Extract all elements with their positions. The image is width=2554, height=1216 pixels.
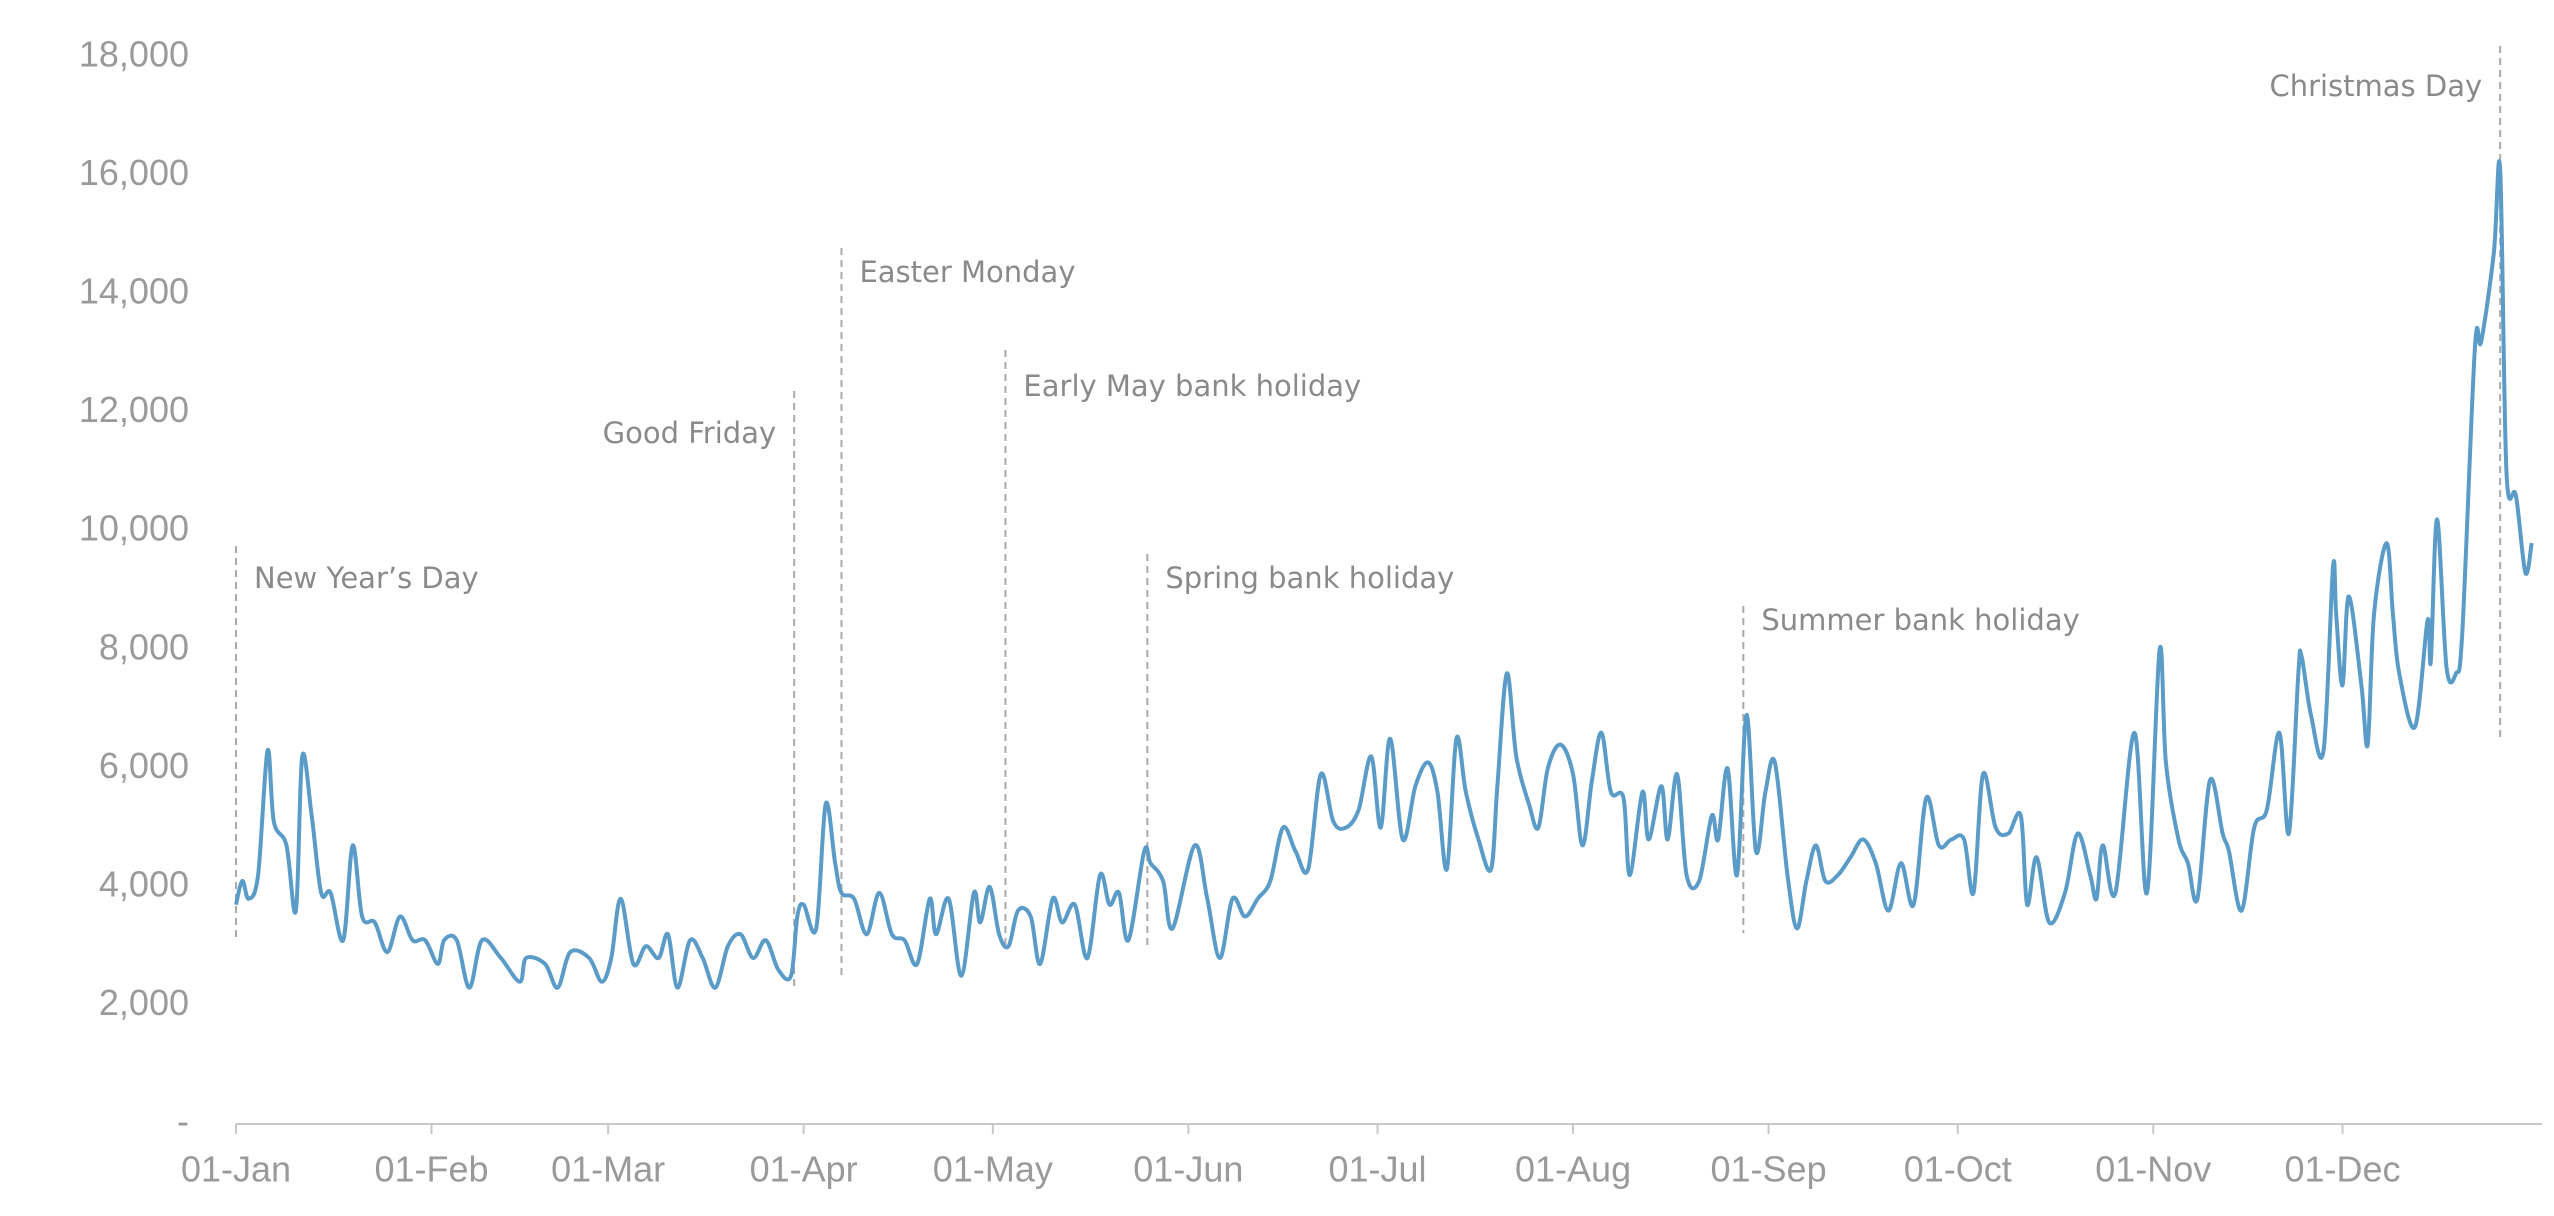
x-tick-label: 01-Dec xyxy=(2284,1149,2400,1190)
x-tick-label: 01-Jun xyxy=(1133,1149,1243,1190)
y-tick-label: 18,000 xyxy=(79,34,189,75)
y-tick-label: 16,000 xyxy=(79,152,189,193)
annotation-label: New Year’s Day xyxy=(254,561,479,595)
x-tick-label: 01-May xyxy=(933,1149,1053,1190)
y-tick-label: 2,000 xyxy=(99,982,189,1023)
annotation-label: Summer bank holiday xyxy=(1761,603,2079,637)
x-tick-label: 01-Feb xyxy=(374,1149,488,1190)
x-tick-label: 01-Mar xyxy=(551,1149,665,1190)
data-line xyxy=(234,159,2534,990)
annotation-label: Easter Monday xyxy=(859,255,1075,289)
y-tick-label: 4,000 xyxy=(99,863,189,904)
y-tick-label: 6,000 xyxy=(99,745,189,786)
y-tick-label: 12,000 xyxy=(79,389,189,430)
x-tick-label: 01-Jul xyxy=(1329,1149,1427,1190)
x-tick-label: 01-Sep xyxy=(1711,1149,1827,1190)
y-tick-label: 10,000 xyxy=(79,508,189,549)
annotation-label: Early May bank holiday xyxy=(1023,369,1361,403)
annotation-label: Good Friday xyxy=(603,416,776,450)
annotation-label: Spring bank holiday xyxy=(1165,561,1454,595)
y-tick-label: - xyxy=(177,1101,189,1142)
annotation-label: Christmas Day xyxy=(2269,69,2482,103)
y-tick-label: 8,000 xyxy=(99,626,189,667)
x-tick-label: 01-Jan xyxy=(181,1149,291,1190)
x-tick-label: 01-Oct xyxy=(1904,1149,2012,1190)
x-tick-label: 01-Aug xyxy=(1515,1149,1631,1190)
x-tick-label: 01-Apr xyxy=(750,1149,858,1190)
y-tick-label: 14,000 xyxy=(79,271,189,312)
x-tick-label: 01-Nov xyxy=(2095,1149,2211,1190)
